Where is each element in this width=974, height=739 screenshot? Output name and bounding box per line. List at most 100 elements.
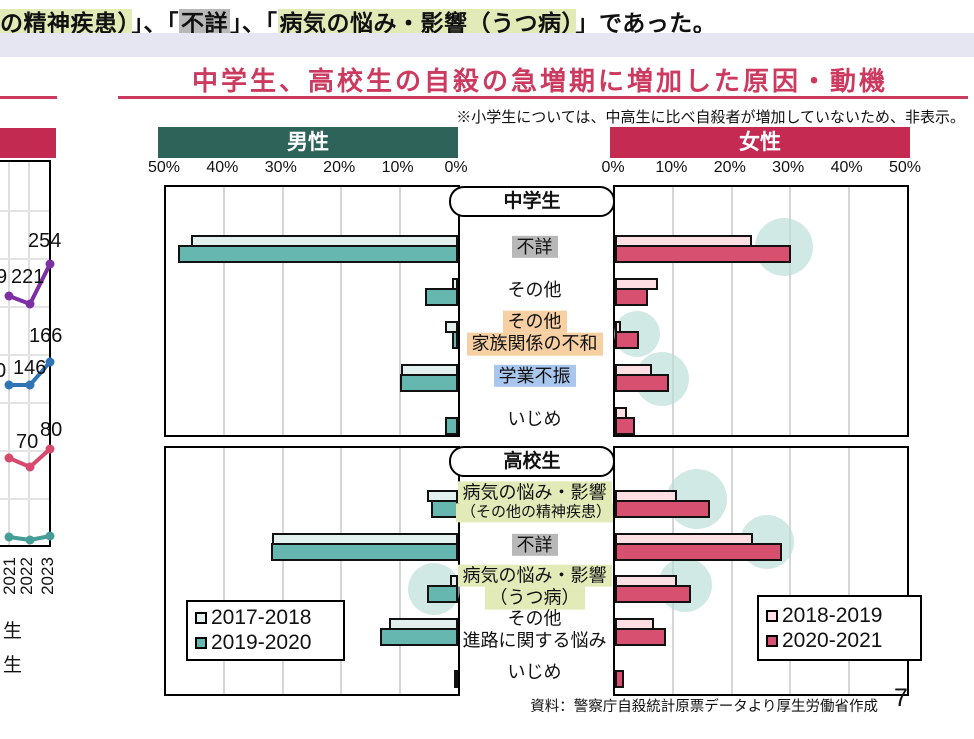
category-label-line-wrap: （その他の精神疾患）	[456, 503, 613, 523]
blue-line-point	[4, 380, 14, 390]
chart-highschool-male	[164, 446, 460, 696]
bar-2019-2020	[400, 374, 458, 392]
category-label-line-wrap: いじめ	[456, 661, 613, 683]
year-tick-label: 2023	[38, 557, 57, 595]
axis-tick-label: 0%	[444, 159, 468, 176]
female-header: 女性	[610, 127, 910, 158]
bar-2019-2020	[271, 542, 458, 561]
category-label-line-wrap: 不詳	[456, 235, 613, 259]
bar-2019-2020	[424, 288, 458, 306]
highlight-unknown: 不詳	[179, 9, 230, 37]
axis-tick-label: 30%	[264, 159, 297, 176]
axis-tick-label: 40%	[830, 159, 863, 176]
bar-2020-2021	[615, 542, 783, 561]
category-label: その他 進路に関する悩み	[456, 607, 613, 652]
category-label-line-wrap: 病気の悩み・影響	[456, 564, 613, 587]
gridline	[0, 258, 49, 260]
gridline	[223, 448, 226, 694]
category-label: 不詳	[456, 235, 613, 259]
category-label-line-wrap: （うつ病）	[456, 587, 613, 610]
sentence-text: 」、「	[131, 10, 179, 36]
sentence-text: 」であった。	[575, 10, 717, 36]
category-label-line: （その他の精神疾患）	[456, 503, 613, 523]
gridline	[847, 448, 850, 694]
page-title: 中学生、高校生の自殺の急増期に増加した原因・動機	[191, 66, 888, 96]
category-label-line-wrap: いじめ	[456, 408, 613, 430]
gridline	[223, 187, 226, 435]
title-underline	[118, 96, 968, 99]
gridline	[0, 210, 49, 212]
category-label-line: その他	[502, 310, 567, 333]
line-chart-value-label: 80	[40, 419, 63, 441]
gridline	[730, 187, 733, 435]
legend-female: 2018-2019 2020-2021	[757, 595, 922, 661]
gridline	[789, 187, 792, 435]
category-label-line: （うつ病）	[484, 587, 585, 610]
gridline	[0, 402, 49, 404]
gridline	[281, 448, 284, 694]
gridline	[847, 187, 850, 435]
legend-item: 2019-2020	[195, 631, 336, 655]
male-header: 男性	[158, 127, 458, 158]
category-label-line: その他	[507, 608, 562, 629]
blue-line-point	[45, 357, 55, 367]
category-label: 病気の悩み・影響 （うつ病）	[456, 564, 613, 610]
legend-item-label: 2019-2020	[211, 631, 312, 654]
bar-2019-2020	[444, 417, 458, 435]
year-tick-label: 2022	[17, 557, 36, 595]
legend-item-label: 2018-2019	[782, 603, 883, 627]
category-label: その他	[456, 279, 613, 301]
legend-item: 2020-2021	[766, 629, 913, 653]
axis-tick-label: 50%	[888, 159, 922, 176]
bar-2019-2020	[380, 627, 458, 646]
source-text: 資料：警察庁自殺統計原票データより厚生労働省作成	[530, 699, 878, 715]
gridline	[8, 162, 10, 545]
category-label: いじめ	[456, 408, 613, 430]
page-number: 7	[894, 684, 908, 712]
bar-2020-2021	[615, 288, 648, 306]
bar-2020-2021	[615, 417, 635, 435]
legend-item-label: 2020-2021	[782, 628, 883, 652]
sentence-text: 」、「	[230, 10, 278, 36]
category-label-line-wrap: 病気の悩み・影響	[456, 481, 613, 504]
bar-2020-2021	[615, 374, 669, 392]
teal-line-point	[25, 535, 35, 545]
chart-middleschool-male	[164, 185, 460, 437]
blue-line-point	[25, 380, 35, 390]
pink-line-point	[45, 444, 55, 454]
legend-swatch-icon	[766, 634, 778, 647]
gridline	[398, 448, 401, 694]
legend-item: 2017-2018	[195, 606, 336, 630]
left-legend-fragment: 生	[3, 655, 23, 676]
bar-2019-2020	[452, 331, 458, 349]
legend-swatch-icon	[195, 637, 207, 649]
bar-2020-2021	[615, 331, 639, 349]
category-label: 学業不振	[456, 364, 613, 388]
top-sentence: の精神疾患）」、「不詳」、「病気の悩み・影響（うつ病）」であった。	[0, 4, 716, 38]
category-label: いじめ	[456, 661, 613, 683]
legend-item: 2018-2019	[766, 604, 913, 628]
bar-2020-2021	[615, 500, 711, 518]
purple-line-point	[45, 259, 55, 269]
section-pill-high-school: 高校生	[449, 446, 615, 477]
gridline	[340, 187, 343, 435]
gridline	[281, 187, 284, 435]
divider-band	[0, 33, 974, 57]
gridline	[340, 448, 343, 694]
bar-2017-2018	[445, 321, 458, 333]
category-label-line: 病気の悩み・影響	[457, 481, 612, 504]
bar-2019-2020	[454, 670, 458, 688]
line-chart-value-label: 254	[28, 230, 62, 252]
axis-tick-label: 10%	[655, 159, 688, 176]
bar-2019-2020	[431, 500, 458, 518]
category-label: その他 家族関係の不和	[456, 310, 613, 356]
highlight-depression: 病気の悩み・影響（うつ病）	[277, 9, 576, 37]
note-text: ※小学生については、中高生に比べ自殺者が増加していないため、非表示。	[456, 109, 965, 126]
gridline	[0, 450, 49, 452]
chart-middleschool-female	[613, 185, 909, 437]
category-label-line-wrap: その他	[456, 607, 613, 629]
category-label-line: その他	[507, 279, 562, 300]
category-label-line: 学業不振	[493, 364, 576, 388]
category-label-line-wrap: その他	[456, 310, 613, 333]
